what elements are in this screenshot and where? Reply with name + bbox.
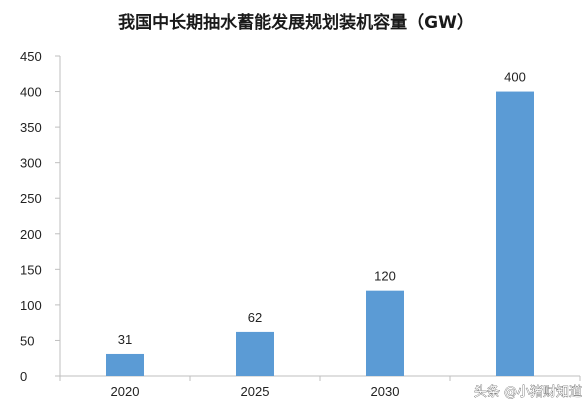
y-tick-label: 200 — [20, 227, 42, 242]
y-tick-label: 100 — [20, 298, 42, 313]
data-labels: 31 62 120 400 — [118, 70, 526, 347]
y-axis: 0 50 100 150 200 250 300 350 400 450 — [20, 49, 61, 384]
chart-title: 我国中长期抽水蓄能发展规划装机容量（GW） — [118, 12, 474, 33]
y-tick-label: 0 — [20, 369, 27, 384]
data-label: 62 — [248, 310, 262, 325]
y-tick-label: 150 — [20, 262, 42, 277]
data-label: 120 — [374, 269, 396, 284]
y-tick-label: 350 — [20, 120, 42, 135]
bar-2025 — [236, 331, 274, 376]
y-tick-label: 400 — [20, 85, 42, 100]
y-tick-label: 300 — [20, 156, 42, 171]
bar-2020 — [106, 353, 144, 376]
x-tick-label: 2030 — [371, 384, 400, 399]
bar-2035 — [496, 91, 534, 377]
bar-2030 — [366, 290, 404, 376]
x-tick-label: 2020 — [111, 384, 140, 399]
y-tick-label: 50 — [20, 333, 34, 348]
x-tick-label: 2025 — [241, 384, 270, 399]
y-tick-label: 450 — [20, 49, 42, 64]
y-tick-label: 250 — [20, 191, 42, 206]
watermark-text: 头条 @小猪财知道 — [474, 384, 582, 400]
x-axis: 2020 2025 2030 — [59, 375, 581, 399]
data-label: 400 — [504, 70, 526, 85]
bar-series — [106, 91, 534, 377]
data-label: 31 — [118, 332, 132, 347]
